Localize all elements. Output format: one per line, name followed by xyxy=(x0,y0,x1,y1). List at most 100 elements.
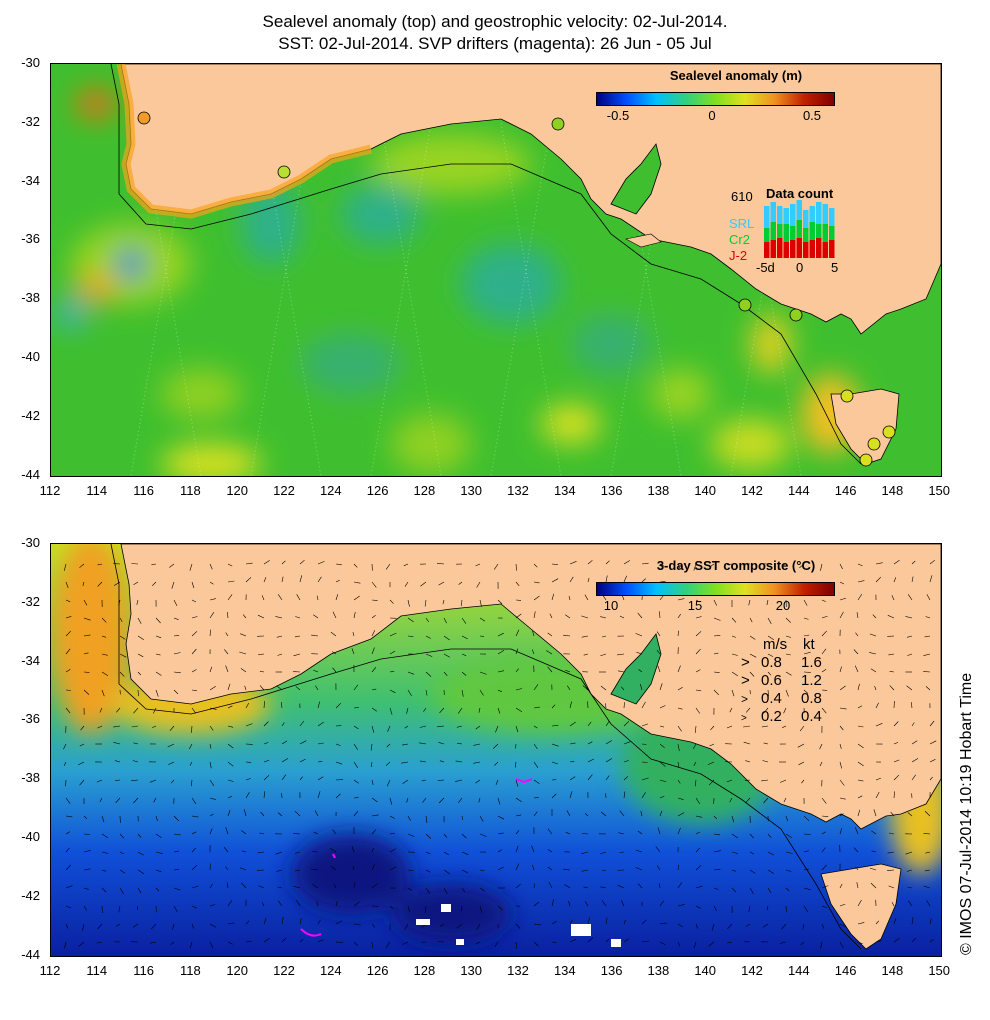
velocity-arrow xyxy=(515,688,523,691)
velocity-arrow xyxy=(875,562,883,565)
velocity-arrow xyxy=(905,851,913,855)
velocity-arrow xyxy=(335,563,342,566)
velocity-arrow xyxy=(533,761,539,768)
velocity-arrow xyxy=(569,742,576,745)
velocity-arrow xyxy=(425,815,428,823)
velocity-arrow xyxy=(225,665,229,673)
velocity-arrow xyxy=(97,725,103,729)
velocity-arrow xyxy=(839,761,842,769)
velocity-arrow xyxy=(263,759,270,763)
velocity-arrow xyxy=(695,847,701,853)
velocity-arrow xyxy=(495,725,499,733)
velocity-arrow xyxy=(389,832,395,835)
velocity-arrow xyxy=(799,725,805,732)
velocity-arrow xyxy=(929,740,937,745)
velocity-arrow xyxy=(294,635,301,638)
data-count-bar xyxy=(764,242,770,258)
velocity-arrow xyxy=(783,797,787,803)
velocity-arrow xyxy=(785,905,787,913)
velocity-arrow xyxy=(317,561,325,565)
velocity-arrow xyxy=(621,686,625,691)
velocity-arrow xyxy=(853,649,859,655)
velocity-arrow xyxy=(708,779,715,786)
velocity-arrow xyxy=(857,922,865,925)
velocity-arrow xyxy=(296,594,301,601)
velocity-arrow xyxy=(101,851,109,854)
velocity-arrow xyxy=(299,758,306,763)
velocity-arrow xyxy=(387,725,391,732)
velocity-arrow xyxy=(353,882,356,889)
velocity-arrow xyxy=(497,866,504,871)
velocity-arrow xyxy=(479,905,483,913)
velocity-arrow xyxy=(767,635,774,640)
velocity-arrow xyxy=(65,630,72,637)
velocity-arrow xyxy=(78,941,85,947)
velocity-arrow xyxy=(173,887,181,891)
sla-x-tick-13: 138 xyxy=(647,483,670,498)
velocity-arrow xyxy=(889,671,895,673)
velocity-arrow xyxy=(911,560,916,565)
velocity-arrow xyxy=(695,815,703,818)
velocity-arrow xyxy=(821,815,829,817)
velocity-arrow xyxy=(191,905,198,909)
data-count-title: Data count xyxy=(766,186,834,201)
velocity-arrow xyxy=(749,851,755,855)
velocity-arrow xyxy=(173,635,180,637)
sst-y-tick-7: -44 xyxy=(21,946,40,962)
velocity-arrow xyxy=(839,563,843,570)
velocity-arrow xyxy=(419,760,427,763)
velocity-arrow xyxy=(785,617,792,623)
velocity-arrow xyxy=(299,938,304,943)
velocity-arrow xyxy=(800,941,805,946)
velocity-arrow xyxy=(113,742,121,745)
velocity-arrow xyxy=(425,851,431,855)
velocity-arrow xyxy=(569,776,576,781)
velocity-arrow xyxy=(385,563,391,570)
velocity-arrow xyxy=(785,635,792,638)
velocity-arrow xyxy=(583,886,589,889)
velocity-arrow xyxy=(476,923,481,930)
sla-tick-1: 0 xyxy=(708,108,716,123)
velocity-arrow xyxy=(893,560,900,565)
velocity-arrow xyxy=(893,937,900,943)
velocity-arrow xyxy=(425,635,431,639)
velocity-arrow xyxy=(227,594,233,601)
velocity-arrow xyxy=(893,918,897,925)
velocity-arrow xyxy=(839,725,844,731)
velocity-arrow xyxy=(749,653,757,658)
velocity-arrow xyxy=(262,902,265,907)
velocity-arrow xyxy=(312,884,319,889)
velocity-arrow xyxy=(425,905,427,913)
velocity-arrow xyxy=(515,648,519,655)
velocity-arrow xyxy=(906,635,913,638)
velocity-arrow xyxy=(533,706,540,709)
velocity-arrow xyxy=(171,581,175,589)
data-count-bar xyxy=(790,204,796,226)
velocity-arrow xyxy=(276,869,283,872)
sst-x-tick-0: 112 xyxy=(39,963,61,978)
velocity-arrow xyxy=(225,632,229,637)
sla-y-tick-6: -42 xyxy=(21,407,40,423)
sst-x-tick-15: 142 xyxy=(741,963,763,978)
velocity-arrow xyxy=(258,885,265,889)
velocity-arrow xyxy=(424,599,427,607)
sst-y-tick-5: -40 xyxy=(21,829,40,844)
velocity-arrow xyxy=(245,702,250,709)
velocity-arrow xyxy=(635,867,643,871)
velocity-arrow xyxy=(226,882,229,889)
sla-x-tick-15: 142 xyxy=(741,483,763,498)
velocity-arrow xyxy=(101,671,109,676)
velocity-arrow xyxy=(659,743,665,749)
data-count-bar xyxy=(796,220,802,238)
velocity-arrow xyxy=(857,725,864,728)
velocity-arrow xyxy=(402,779,409,784)
velocity-arrow xyxy=(855,632,859,637)
velocity-arrow xyxy=(277,812,283,817)
velocity-arrow xyxy=(869,867,877,871)
sst-x-tick-14: 140 xyxy=(694,963,717,978)
velocity-arrow xyxy=(151,563,157,566)
velocity-arrow xyxy=(371,814,379,817)
velocity-arrow xyxy=(600,851,607,855)
data-count-bar xyxy=(764,228,770,242)
velocity-arrow xyxy=(857,683,860,691)
